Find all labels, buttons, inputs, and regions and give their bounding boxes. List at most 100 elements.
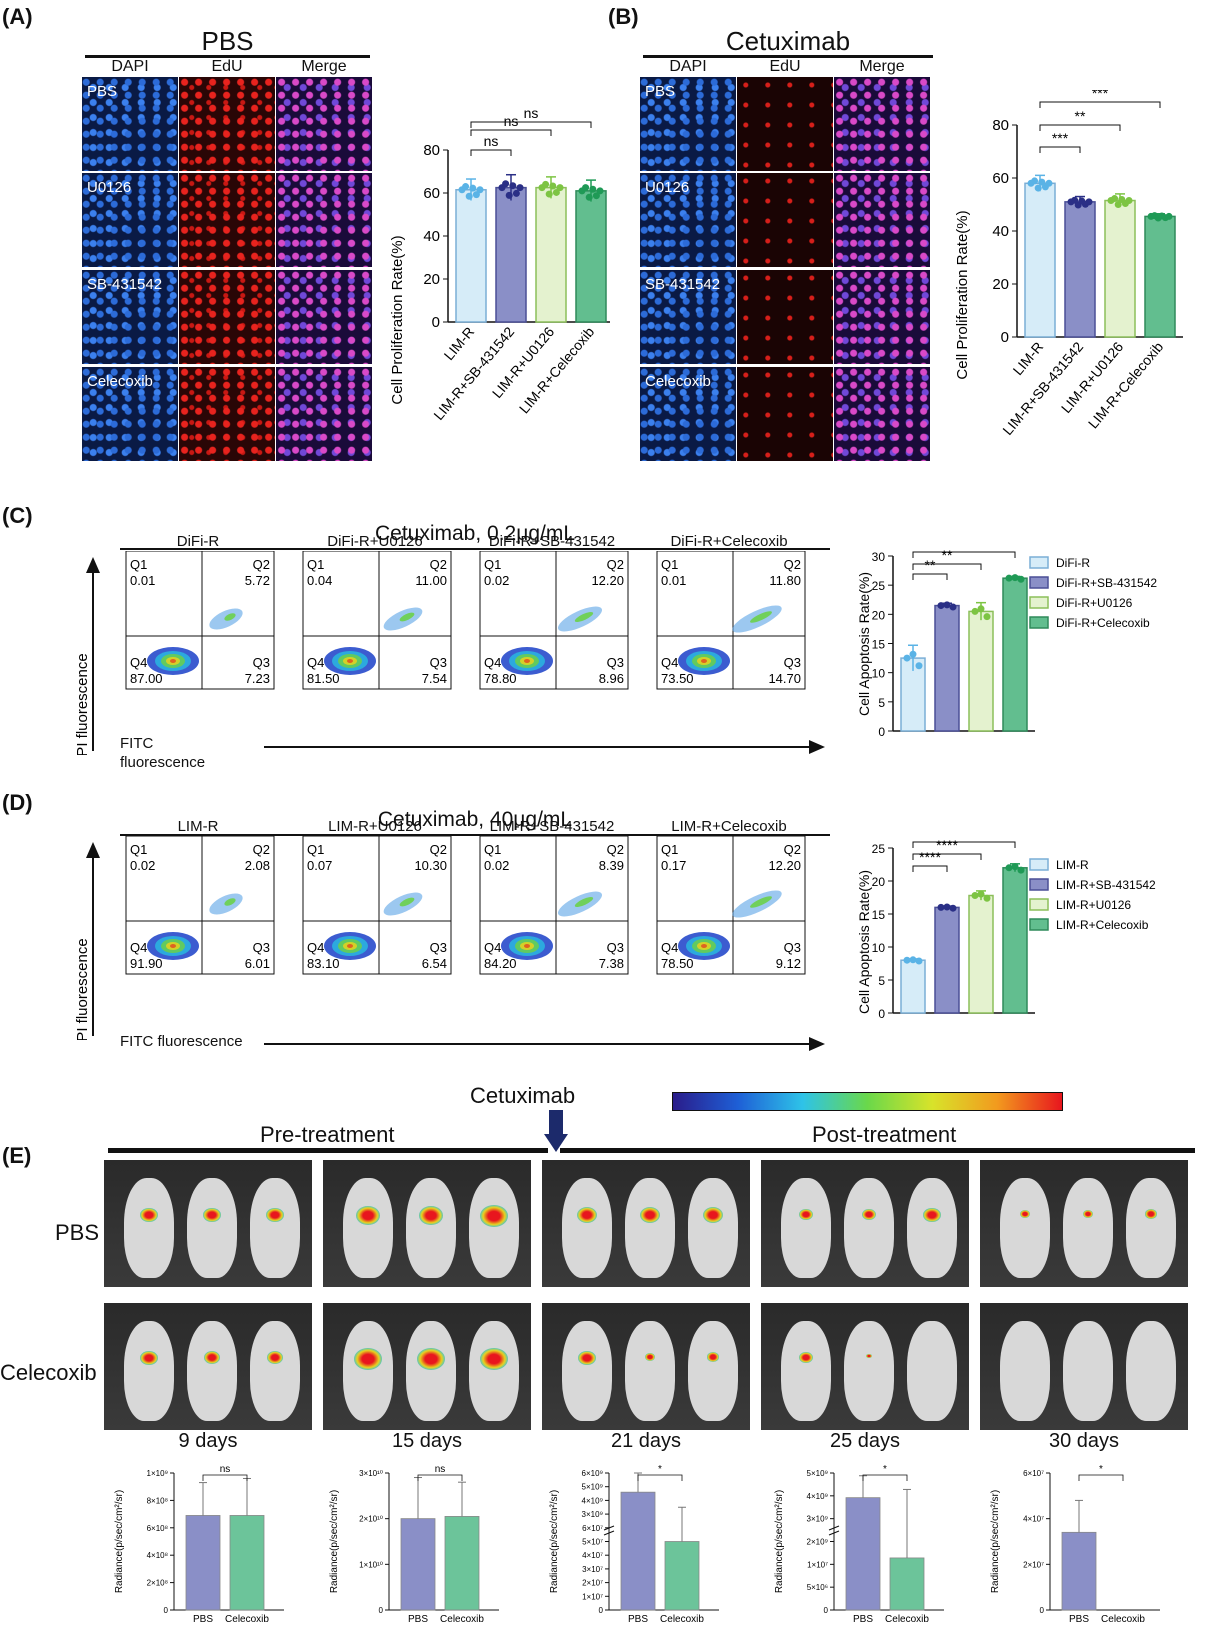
mouse-body [781, 1178, 831, 1278]
quadrant-label-7: 6.01 [245, 956, 270, 971]
quadrant-label-2: Q2 [607, 842, 624, 857]
mouse-image-0-0 [104, 1160, 312, 1287]
data-point [549, 182, 557, 190]
bar-2 [1104, 199, 1136, 338]
micrograph-a-edu-1 [179, 173, 275, 267]
quadrant-label-5: 81.50 [307, 671, 340, 686]
y-tick-label: 5 [878, 974, 885, 988]
quadrant-label-0: Q1 [130, 842, 147, 857]
day-label-3: 25 days [829, 1430, 901, 1452]
pre-treatment-bar [108, 1148, 548, 1153]
radiance-sig-bracket [862, 1474, 908, 1481]
significance-label-2: *** [956, 548, 973, 551]
micrograph-b-dapi-1: U0126 [640, 173, 736, 267]
radiance-sig-label: * [658, 1464, 662, 1475]
data-point [971, 892, 979, 900]
data-point [971, 607, 979, 615]
data-point [943, 601, 951, 609]
micrograph-a-edu-3 [179, 367, 275, 461]
radiance-ylabel: Radiance(p/sec/cm²/sr) [549, 1490, 560, 1593]
axis-break [828, 1525, 840, 1531]
significance-bracket-1 [912, 563, 982, 570]
quadrant-label-4: Q4 [307, 940, 324, 955]
y-tick-label: 60 [423, 185, 440, 202]
mouse-body [124, 1178, 174, 1278]
significance-label-0: **** [919, 849, 941, 865]
radiance-chart-2: Radiance(p/sec/cm²/sr) 0 1×10⁷ 2×10⁷ 3×10⁷ 4×… [549, 1464, 719, 1625]
y-tick-label: 20 [423, 271, 440, 288]
day-label-2: 21 days [610, 1430, 682, 1452]
panel-a-title: PBS [201, 26, 254, 56]
radiance-ylabel: Radiance(p/sec/cm²/sr) [329, 1490, 340, 1593]
day-label-4: 30 days [1048, 1430, 1120, 1452]
mouse-body [1063, 1321, 1113, 1421]
y-tick-label: 4×10⁹ [582, 1496, 603, 1505]
mouse-body [562, 1178, 612, 1278]
quadrant-label-6: Q3 [430, 940, 447, 955]
y-tick-label: 2×10⁹ [807, 1538, 828, 1547]
significance-label-0: ** [925, 557, 936, 573]
bar-2 [535, 186, 567, 323]
quadrant-label-3: 12.20 [591, 573, 624, 588]
y-tick-label: 1×10⁷ [807, 1560, 828, 1569]
radiance-sig-bracket [637, 1474, 683, 1481]
legend-entry-1: DiFi-R+SB-431542 [1056, 576, 1157, 590]
event-density [224, 613, 236, 621]
data-point [1011, 863, 1019, 871]
y-tick-label: 2×10⁷ [1023, 1560, 1044, 1569]
x-tick-label-3: LIM-R+Celecoxib [1085, 338, 1167, 431]
radiance-bar-1 [444, 1516, 480, 1611]
micrograph-row-label-3: Celecoxib [87, 373, 153, 390]
panel-b-title: Cetuximab [725, 26, 851, 56]
panel-c-title: Cetuximab, 0.2μg/mL [374, 522, 576, 545]
quadrant-label-3: 2.08 [245, 858, 270, 873]
quadrant-label-1: 0.02 [130, 858, 155, 873]
y-tick-label: 4×10⁸ [147, 1551, 168, 1560]
quadrant-label-5: 84.20 [484, 956, 517, 971]
quadrant-label-2: Q2 [784, 557, 801, 572]
chart-a-ylabel: Cell Proliferation Rate(%) [389, 235, 406, 404]
micrograph-a-edu-0 [179, 77, 275, 171]
flow-plot-title-1: LIM-R+U0126 [328, 818, 422, 835]
data-point [909, 956, 917, 964]
chart-b-ylabel: Cell Proliferation Rate(%) [954, 210, 971, 379]
quadrant-label-4: Q4 [484, 655, 501, 670]
quadrant-label-3: 10.30 [414, 858, 447, 873]
significance-bracket-2 [912, 551, 1016, 558]
radiance-x-label-0: PBS [193, 1614, 213, 1625]
quadrant-label-1: 0.01 [130, 573, 155, 588]
data-point [552, 188, 560, 196]
significance-label-2: ns [524, 110, 539, 121]
luminescence-spot [140, 1350, 158, 1365]
mouse-body [562, 1321, 612, 1421]
panel-d-x-arrow [264, 1037, 825, 1051]
axis-break [603, 1530, 615, 1536]
flow-plot-title-2: DiFi-R+SB-431542 [488, 533, 616, 550]
y-tick-label: 5×10⁹ [807, 1469, 828, 1478]
mouse-image-0-3 [761, 1160, 969, 1287]
data-point [1038, 178, 1046, 186]
y-tick-label: 3×10⁹ [582, 1510, 603, 1519]
event-density [347, 944, 353, 948]
post-treatment-bar [560, 1148, 1195, 1153]
radiance-sig-bracket [202, 1474, 248, 1481]
data-point [1111, 195, 1119, 203]
panel-a-bar-chart: Cell Proliferation Rate(%) 0 20 40 60 80 LIM-… [389, 110, 610, 423]
radiance-chart-3: Radiance(p/sec/cm²/sr) 0 5×10⁶ 1×10⁷ 2×10⁹ 3×… [774, 1464, 944, 1625]
mouse-body [469, 1321, 519, 1421]
y-tick-label: 0 [878, 725, 885, 739]
event-density [701, 659, 707, 663]
data-point [937, 602, 945, 610]
panel-c-y-label: PI fluorescence [75, 653, 91, 755]
quadrant-label-5: 83.10 [307, 956, 340, 971]
radiance-x-label-1: Celecoxib [1101, 1614, 1145, 1625]
quadrant-label-6: Q3 [253, 940, 270, 955]
luminescence-spot [578, 1350, 596, 1365]
data-point [1165, 212, 1173, 220]
data-point [1005, 574, 1013, 582]
quadrant-label-5: 73.50 [661, 671, 694, 686]
data-point [903, 956, 911, 964]
mouse-body [688, 1178, 738, 1278]
y-tick-label: 2×10⁷ [582, 1579, 603, 1588]
